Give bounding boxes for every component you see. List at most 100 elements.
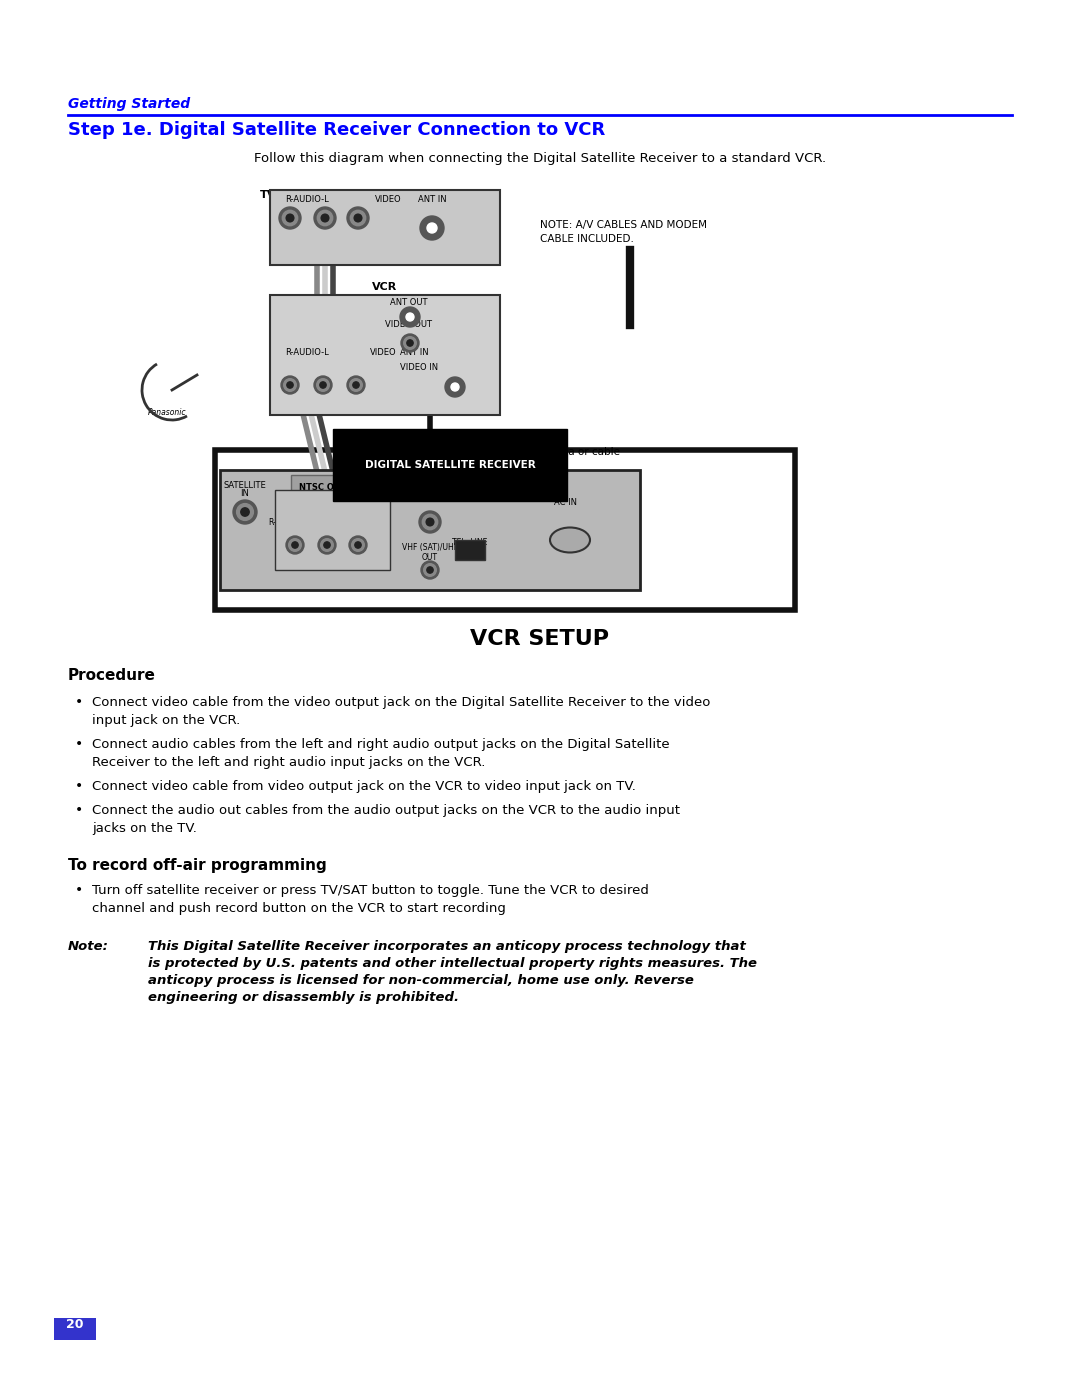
Text: VHF (SAT)/UHF: VHF (SAT)/UHF bbox=[402, 543, 458, 552]
Text: IN: IN bbox=[426, 493, 434, 502]
Circle shape bbox=[400, 307, 420, 327]
Circle shape bbox=[427, 567, 433, 573]
Text: Incoming Signal from antenna or cable: Incoming Signal from antenna or cable bbox=[417, 447, 620, 457]
Circle shape bbox=[324, 542, 330, 548]
Circle shape bbox=[292, 542, 298, 548]
Text: Receiver to the left and right audio input jacks on the VCR.: Receiver to the left and right audio inp… bbox=[92, 756, 485, 768]
Circle shape bbox=[355, 542, 361, 548]
Text: Turn off satellite receiver or press TV/SAT button to toggle. Tune the VCR to de: Turn off satellite receiver or press TV/… bbox=[92, 884, 649, 897]
Circle shape bbox=[237, 503, 254, 521]
Circle shape bbox=[352, 539, 364, 552]
Text: •: • bbox=[75, 738, 83, 752]
Text: Procedure: Procedure bbox=[68, 668, 156, 683]
Text: Connect audio cables from the left and right audio output jacks on the Digital S: Connect audio cables from the left and r… bbox=[92, 738, 670, 752]
Text: channel and push record button on the VCR to start recording: channel and push record button on the VC… bbox=[92, 902, 505, 915]
Text: VHF/UHF: VHF/UHF bbox=[411, 483, 448, 492]
Circle shape bbox=[284, 379, 296, 391]
Circle shape bbox=[347, 207, 369, 229]
Circle shape bbox=[318, 536, 336, 555]
Text: R-AUDIO-L: R-AUDIO-L bbox=[285, 348, 328, 358]
Circle shape bbox=[350, 211, 366, 226]
Text: VIDEO OUT: VIDEO OUT bbox=[384, 320, 432, 330]
Circle shape bbox=[281, 376, 299, 394]
Text: Follow this diagram when connecting the Digital Satellite Receiver to a standard: Follow this diagram when connecting the … bbox=[254, 152, 826, 165]
Circle shape bbox=[287, 381, 293, 388]
Text: Panasonic: Panasonic bbox=[148, 408, 187, 416]
Text: R-AUDIO-L: R-AUDIO-L bbox=[285, 196, 328, 204]
Circle shape bbox=[279, 207, 301, 229]
Text: DIGITAL SATELLITE RECEIVER: DIGITAL SATELLITE RECEIVER bbox=[365, 457, 536, 467]
Text: ANT IN: ANT IN bbox=[400, 348, 429, 358]
Circle shape bbox=[321, 539, 334, 552]
Circle shape bbox=[420, 217, 444, 240]
Circle shape bbox=[354, 214, 362, 222]
Circle shape bbox=[320, 381, 326, 388]
Text: input jack on the VCR.: input jack on the VCR. bbox=[92, 714, 240, 726]
Text: 20: 20 bbox=[66, 1317, 84, 1331]
FancyBboxPatch shape bbox=[220, 469, 640, 590]
Circle shape bbox=[286, 536, 303, 555]
Text: IN: IN bbox=[241, 489, 249, 497]
Circle shape bbox=[347, 376, 365, 394]
Circle shape bbox=[316, 379, 329, 391]
FancyBboxPatch shape bbox=[270, 190, 500, 265]
Circle shape bbox=[401, 334, 419, 352]
FancyBboxPatch shape bbox=[54, 1317, 96, 1340]
Text: R-AUDIO-L: R-AUDIO-L bbox=[268, 518, 308, 527]
Circle shape bbox=[233, 500, 257, 524]
Circle shape bbox=[349, 536, 367, 555]
Text: •: • bbox=[75, 883, 83, 897]
Circle shape bbox=[422, 514, 437, 529]
Text: ANT IN: ANT IN bbox=[418, 196, 447, 204]
Text: AC IN: AC IN bbox=[554, 497, 577, 507]
Text: Getting Started: Getting Started bbox=[68, 96, 190, 110]
Text: •: • bbox=[75, 803, 83, 817]
Circle shape bbox=[241, 507, 249, 517]
Text: NOTE: A/V CABLES AND MODEM: NOTE: A/V CABLES AND MODEM bbox=[540, 219, 707, 231]
Circle shape bbox=[321, 214, 328, 222]
Circle shape bbox=[419, 511, 441, 534]
Circle shape bbox=[427, 224, 437, 233]
Circle shape bbox=[421, 562, 438, 578]
Text: Connect video cable from the video output jack on the Digital Satellite Receiver: Connect video cable from the video outpu… bbox=[92, 696, 711, 710]
Text: To record off-air programming: To record off-air programming bbox=[68, 858, 327, 873]
Text: Note:: Note: bbox=[68, 940, 109, 953]
Text: NTSC OUTPUT: NTSC OUTPUT bbox=[299, 483, 365, 492]
Circle shape bbox=[353, 381, 360, 388]
Text: VCR: VCR bbox=[373, 282, 397, 292]
Text: Connect video cable from video output jack on the VCR to video input jack on TV.: Connect video cable from video output ja… bbox=[92, 780, 636, 793]
Text: Step 1e. Digital Satellite Receiver Connection to VCR: Step 1e. Digital Satellite Receiver Conn… bbox=[68, 122, 605, 138]
Text: OUT: OUT bbox=[422, 553, 438, 562]
Circle shape bbox=[406, 313, 414, 321]
Circle shape bbox=[423, 564, 436, 577]
Ellipse shape bbox=[550, 528, 590, 552]
Circle shape bbox=[318, 211, 333, 226]
Circle shape bbox=[427, 518, 434, 525]
Text: VIDEO IN: VIDEO IN bbox=[400, 363, 438, 372]
Text: DIGITAL SATELLITE RECEIVER: DIGITAL SATELLITE RECEIVER bbox=[365, 460, 536, 469]
Circle shape bbox=[404, 337, 416, 349]
Circle shape bbox=[288, 539, 301, 552]
Text: •: • bbox=[75, 780, 83, 793]
Text: SATELLITE: SATELLITE bbox=[224, 481, 267, 490]
Text: CABLE INCLUDED.: CABLE INCLUDED. bbox=[540, 235, 634, 244]
Circle shape bbox=[314, 207, 336, 229]
Text: VIDEO: VIDEO bbox=[370, 348, 396, 358]
Circle shape bbox=[407, 339, 414, 346]
Text: ANT OUT: ANT OUT bbox=[390, 298, 428, 307]
FancyBboxPatch shape bbox=[455, 541, 485, 560]
Text: VCR SETUP: VCR SETUP bbox=[471, 629, 609, 650]
Circle shape bbox=[286, 214, 294, 222]
FancyBboxPatch shape bbox=[275, 490, 390, 570]
Text: anticopy process is licensed for non-commercial, home use only. Reverse: anticopy process is licensed for non-com… bbox=[148, 974, 693, 988]
Circle shape bbox=[451, 383, 459, 391]
Text: TV: TV bbox=[260, 190, 276, 200]
Text: jacks on the TV.: jacks on the TV. bbox=[92, 821, 197, 835]
Text: engineering or disassembly is prohibited.: engineering or disassembly is prohibited… bbox=[148, 990, 459, 1004]
Circle shape bbox=[445, 377, 465, 397]
Text: This Digital Satellite Receiver incorporates an anticopy process technology that: This Digital Satellite Receiver incorpor… bbox=[148, 940, 746, 953]
Text: •: • bbox=[75, 694, 83, 710]
FancyBboxPatch shape bbox=[270, 295, 500, 415]
Text: VIDEO: VIDEO bbox=[338, 518, 362, 527]
Text: VIDEO: VIDEO bbox=[375, 196, 402, 204]
